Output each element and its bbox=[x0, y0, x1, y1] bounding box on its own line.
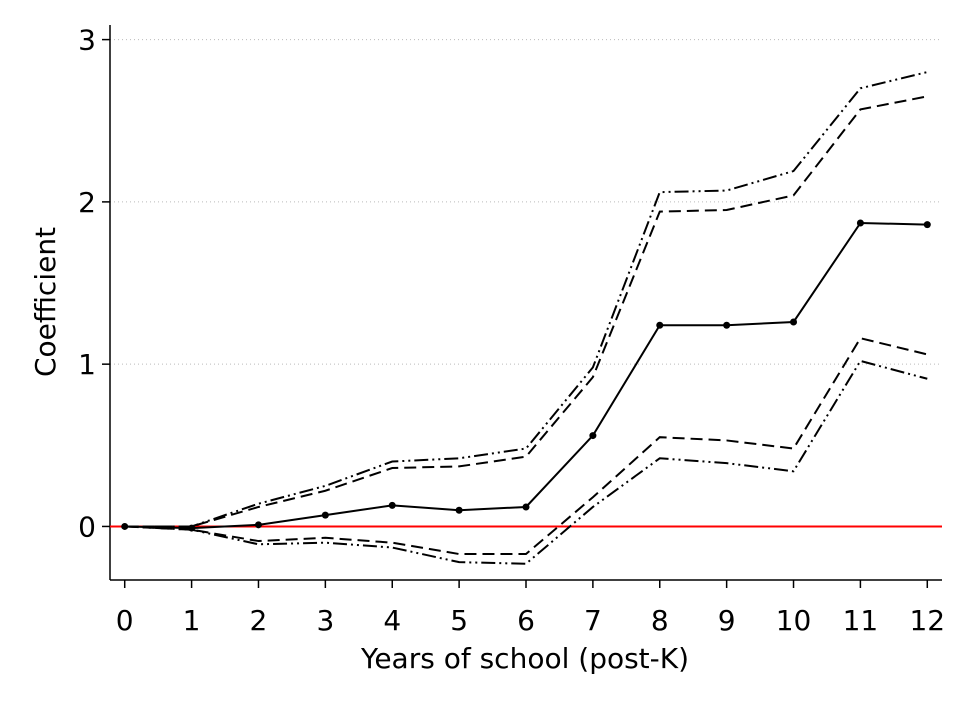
series-line bbox=[124, 71, 928, 528]
data-point bbox=[589, 432, 597, 440]
y-tick-label: 1 bbox=[78, 348, 96, 381]
x-tick-label: 7 bbox=[584, 604, 602, 637]
x-tick-label: 11 bbox=[843, 604, 879, 637]
data-point bbox=[522, 503, 530, 511]
data-point bbox=[723, 321, 731, 329]
data-point bbox=[856, 219, 864, 227]
x-tick-label: 2 bbox=[250, 604, 268, 637]
x-tick-label: 3 bbox=[316, 604, 334, 637]
y-tick-label: 0 bbox=[78, 510, 96, 543]
x-tick-label: 5 bbox=[450, 604, 468, 637]
series-line bbox=[124, 337, 928, 556]
series-line bbox=[124, 221, 928, 530]
x-axis-label: Years of school (post-K) bbox=[360, 642, 689, 675]
x-tick-label: 8 bbox=[651, 604, 669, 637]
y-axis-label: Coefficient bbox=[29, 227, 62, 377]
data-point bbox=[388, 501, 396, 509]
x-tick-label: 6 bbox=[517, 604, 535, 637]
x-tick-label: 12 bbox=[909, 604, 945, 637]
data-point bbox=[790, 318, 798, 326]
data-point bbox=[321, 511, 329, 519]
data-point bbox=[455, 506, 463, 514]
x-tick-label: 0 bbox=[116, 604, 134, 637]
x-tick-label: 1 bbox=[183, 604, 201, 637]
x-tick-label: 4 bbox=[383, 604, 401, 637]
series-line bbox=[124, 359, 928, 565]
y-tick-label: 2 bbox=[78, 186, 96, 219]
x-tick-label: 9 bbox=[718, 604, 736, 637]
x-tick-label: 10 bbox=[776, 604, 812, 637]
data-point bbox=[656, 321, 664, 329]
data-point bbox=[923, 221, 931, 229]
y-tick-label: 3 bbox=[78, 24, 96, 57]
series-line bbox=[124, 95, 928, 528]
data-point bbox=[254, 521, 262, 529]
